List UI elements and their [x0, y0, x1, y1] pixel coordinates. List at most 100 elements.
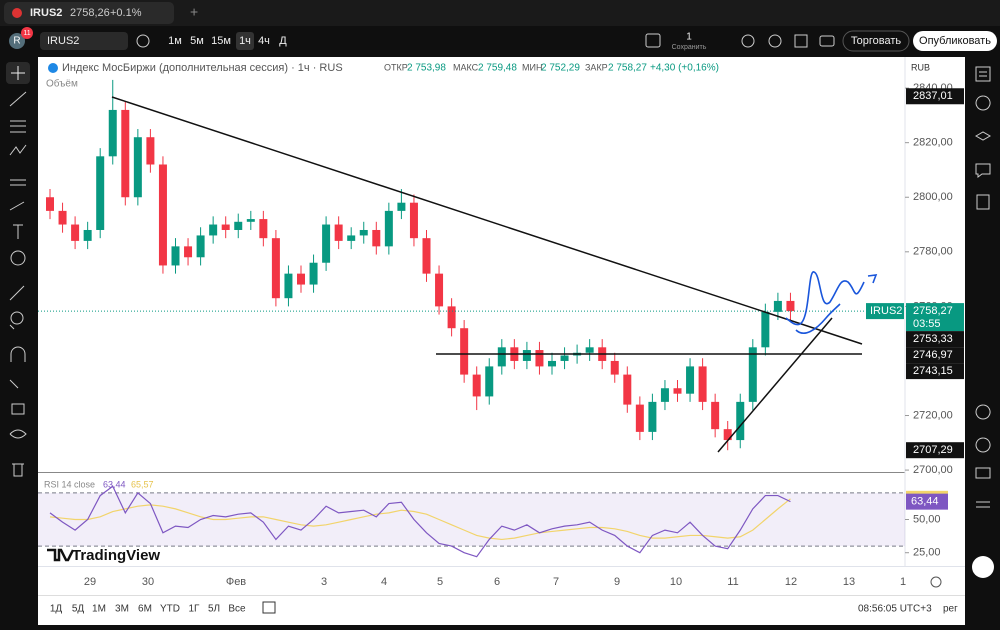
- range-button[interactable]: 1Г: [189, 604, 201, 615]
- candle-body: [234, 221, 243, 230]
- candle-body: [96, 156, 105, 230]
- compare-button[interactable]: [136, 34, 150, 48]
- candle-body: [146, 137, 155, 165]
- range-button[interactable]: Все: [228, 604, 246, 615]
- save-count: 1: [686, 32, 692, 43]
- price-label-box: [906, 303, 964, 332]
- candle-body: [535, 350, 544, 367]
- zoom-tool[interactable]: [10, 311, 24, 325]
- range-button[interactable]: 5Л: [208, 604, 220, 615]
- price-label: 2837,01: [913, 90, 953, 102]
- candle-body: [447, 306, 456, 329]
- x-tick-label: 4: [381, 576, 387, 588]
- tab[interactable]: [4, 2, 174, 24]
- y-tick-label: 2800,00: [913, 191, 953, 203]
- range-button[interactable]: 1Д: [50, 604, 63, 615]
- fullscreen-button[interactable]: [794, 34, 808, 48]
- avatar[interactable]: [9, 33, 25, 49]
- candle-body: [334, 224, 343, 241]
- date-range-button[interactable]: [262, 601, 276, 614]
- x-tick-label: 3: [321, 576, 327, 588]
- currency-box[interactable]: [907, 60, 961, 75]
- candle-body: [773, 300, 782, 312]
- trendline[interactable]: [111, 96, 863, 345]
- candle-body: [522, 350, 531, 361]
- layout-button[interactable]: [645, 33, 661, 48]
- symbol-tag: IRUS2: [870, 305, 902, 317]
- y-tick-label: 50,00: [913, 513, 941, 525]
- drawing-tools[interactable]: [9, 91, 27, 330]
- hand-drawn-arrows[interactable]: [785, 271, 878, 334]
- interval-button[interactable]: 1ч: [239, 35, 251, 47]
- interval-button[interactable]: 4ч: [258, 35, 270, 47]
- currency: RUB: [911, 62, 930, 72]
- price-label-box: [906, 331, 964, 348]
- range-button[interactable]: 3М: [115, 604, 129, 615]
- settings-button[interactable]: [768, 34, 782, 48]
- candle-body: [560, 355, 569, 361]
- candle-body: [648, 401, 657, 432]
- interval-button[interactable]: 1м: [168, 35, 182, 47]
- interval-button[interactable]: Д: [279, 35, 287, 47]
- user-drawings: [111, 96, 863, 453]
- candle-body: [322, 224, 331, 263]
- logo: TradingView: [72, 547, 160, 564]
- candle-body: [284, 273, 293, 299]
- session[interactable]: рег: [943, 604, 958, 615]
- support-line[interactable]: [717, 317, 833, 453]
- more-tools[interactable]: [9, 346, 27, 477]
- save-label[interactable]: Сохранить: [672, 44, 707, 51]
- rsi-value-label: 63,44: [911, 496, 939, 508]
- candle-body: [548, 360, 556, 367]
- candle-body: [711, 401, 720, 430]
- candle-body: [246, 219, 255, 222]
- legend-open: 2 753,98: [407, 63, 446, 74]
- x-tick-label: 13: [843, 576, 855, 588]
- trade-button[interactable]: [842, 30, 910, 52]
- range-button[interactable]: 5Д: [72, 604, 85, 615]
- snapshot-button[interactable]: [819, 35, 835, 47]
- cursor-icon: [11, 66, 25, 80]
- candle-body: [271, 238, 280, 299]
- price-label: 2743,15: [913, 365, 953, 377]
- apps-button[interactable]: [972, 556, 994, 578]
- plot: 2840,002820,002800,002780,002760,002720,…: [38, 79, 964, 588]
- range-button[interactable]: 1М: [92, 604, 106, 615]
- x-tick-label: 10: [670, 576, 682, 588]
- interval-button[interactable]: 15м: [211, 35, 231, 47]
- range-button[interactable]: YTD: [160, 604, 180, 615]
- volume-label: Объём: [46, 78, 78, 90]
- axis-settings[interactable]: [930, 576, 942, 588]
- x-tick-label: 6: [494, 576, 500, 588]
- candle-body: [485, 366, 494, 397]
- badge-count: 11: [23, 30, 30, 37]
- symbol-search[interactable]: [40, 32, 128, 50]
- candle-body: [384, 210, 393, 247]
- alert-button[interactable]: [741, 34, 755, 48]
- symbol-tag-box: [866, 303, 904, 320]
- x-tick-label: 7: [553, 576, 559, 588]
- rsi-line: [49, 498, 791, 541]
- rsi-legend-value: 63,44: [103, 479, 126, 489]
- legend-change: +4,30 (+0,16%): [650, 63, 719, 74]
- candle-body: [297, 273, 305, 285]
- candle-body: [736, 401, 745, 441]
- publish-button[interactable]: [913, 31, 997, 51]
- price-label: 2746,97: [913, 349, 953, 361]
- sidebar-icons[interactable]: [974, 66, 992, 508]
- badge: [21, 27, 33, 39]
- candle-body: [397, 202, 406, 211]
- price-label: 2753,33: [913, 333, 953, 345]
- range-button[interactable]: 6М: [138, 604, 152, 615]
- emoji-tool[interactable]: [10, 250, 26, 266]
- new-tab[interactable]: +: [190, 4, 198, 20]
- y-tick-label: 2780,00: [913, 246, 953, 258]
- rsi-pane: [38, 473, 905, 566]
- legend-close-label: ЗАКР: [585, 62, 608, 72]
- candle-body: [184, 246, 193, 258]
- candle-body: [585, 347, 594, 353]
- candle-body: [108, 109, 117, 157]
- legend-high: 2 759,48: [478, 63, 517, 74]
- interval-button[interactable]: 5м: [190, 35, 204, 47]
- avatar-letter: R: [13, 36, 20, 47]
